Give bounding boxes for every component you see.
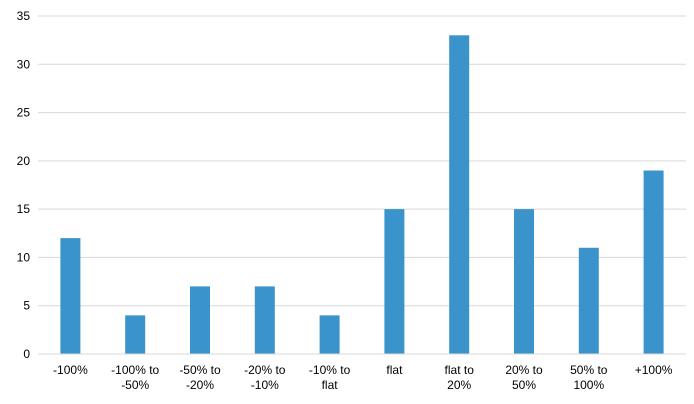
bar <box>190 286 210 354</box>
bar <box>514 209 534 354</box>
y-tick-label: 30 <box>17 57 31 71</box>
y-tick-label: 20 <box>17 154 31 168</box>
x-tick-label: flat <box>386 363 403 377</box>
y-tick-label: 10 <box>17 250 31 264</box>
bar <box>60 238 81 354</box>
bar <box>254 286 275 354</box>
gridlines <box>38 15 686 307</box>
y-axis-ticks: 0 5 10 15 20 25 30 35 <box>17 9 31 361</box>
y-tick-label: 5 <box>23 299 30 313</box>
x-tick-label: 50% to 100% <box>570 363 608 392</box>
x-axis-ticks: -100% -100% to -50% -50% to -20% -20% to -10%-… <box>53 363 673 392</box>
x-tick-label: +100% <box>635 363 673 377</box>
x-tick-label: -20% to -10% <box>244 363 286 392</box>
bar <box>643 170 664 354</box>
y-tick-label: 35 <box>17 9 31 23</box>
bar <box>449 35 470 355</box>
bar <box>384 209 405 354</box>
x-tick-label: 20% to 50% <box>505 363 543 392</box>
x-tick-label: -100% to -50% <box>111 363 159 392</box>
bar <box>578 247 599 354</box>
bar <box>125 315 146 354</box>
bar <box>319 315 340 354</box>
x-tick-label: -100% <box>53 363 88 377</box>
bars <box>60 35 664 355</box>
y-tick-label: 25 <box>17 106 31 120</box>
x-tick-label: -50% to -20% <box>179 363 221 392</box>
y-tick-label: 0 <box>23 347 30 361</box>
x-tick-label: flat to 20% <box>445 363 475 392</box>
x-tick-label: -10% to flat <box>309 363 351 392</box>
y-tick-label: 15 <box>17 202 31 216</box>
